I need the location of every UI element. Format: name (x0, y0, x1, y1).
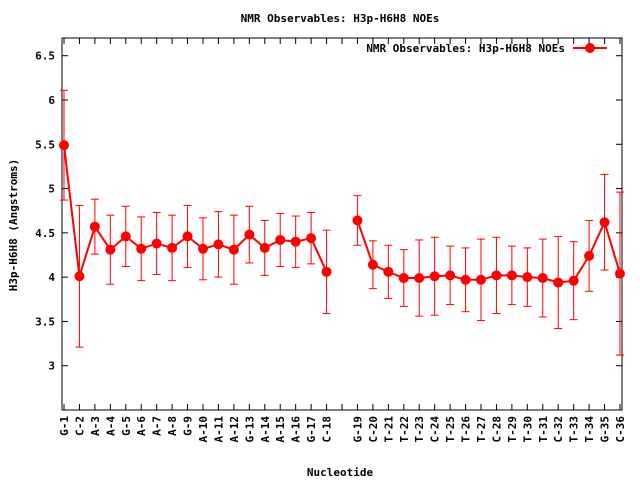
data-point (89, 221, 100, 232)
x-tick-label: C-28 (490, 416, 503, 443)
x-tick-label: C-32 (552, 416, 565, 443)
y-tick-label: 4 (48, 271, 55, 284)
data-point (306, 233, 317, 244)
data-point (398, 273, 409, 284)
data-point (198, 243, 208, 254)
data-point (228, 244, 239, 255)
data-point (352, 215, 363, 226)
data-point (506, 270, 517, 281)
series-line (63, 145, 328, 277)
x-tick-label: T-25 (444, 416, 457, 443)
x-tick-label: T-34 (583, 416, 596, 443)
y-tick-label: 5 (48, 183, 55, 196)
y-tick-label: 3.5 (35, 315, 55, 328)
data-point (59, 140, 69, 151)
data-point (120, 231, 131, 242)
y-tick-label: 6 (48, 94, 55, 107)
x-tick-label: G-35 (599, 416, 612, 443)
series-line (356, 219, 621, 284)
series (59, 89, 625, 356)
x-tick-label: T-30 (521, 416, 534, 443)
data-point (105, 244, 116, 255)
data-point (429, 271, 440, 282)
data-point (553, 277, 564, 288)
data-point (460, 274, 471, 285)
data-point (476, 274, 486, 285)
data-point (491, 270, 502, 281)
x-tick-label: T-29 (506, 416, 519, 443)
y-axis: 3 3.5 4 4.5 5 5.5 6 6.5 (35, 50, 622, 373)
data-point (568, 275, 579, 286)
x-tick-label: C-20 (367, 416, 380, 443)
data-point (182, 231, 193, 242)
x-tick-label: A-16 (290, 416, 303, 443)
x-tick-label: T-31 (537, 416, 550, 443)
data-point (321, 266, 332, 277)
plot-frame (61, 37, 623, 411)
x-tick-label: T-26 (460, 416, 473, 443)
data-point (522, 272, 533, 283)
x-tick-label: A-12 (228, 416, 241, 443)
x-tick-label: T-23 (413, 416, 426, 443)
data-point (367, 259, 378, 270)
legend-label: NMR Observables: H3p-H6H8 NOEs (366, 42, 565, 55)
data-point (74, 271, 85, 282)
x-tick-label: G-17 (305, 416, 318, 443)
x-tick-label: T-22 (398, 416, 411, 443)
data-point (383, 266, 394, 277)
x-tick-label: A-7 (151, 416, 164, 436)
data-point (213, 239, 224, 250)
x-tick-label: A-8 (166, 416, 179, 436)
data-point (275, 234, 286, 245)
x-tick-label: A-6 (135, 416, 148, 436)
data-point (414, 273, 425, 284)
y-tick-label: 3 (48, 360, 55, 373)
x-tick-label: G-1 (58, 416, 71, 436)
data-point (259, 242, 270, 253)
chart-title: NMR Observables: H3p-H6H8 NOEs (241, 12, 440, 25)
y-tick-label: 5.5 (35, 138, 55, 151)
legend: NMR Observables: H3p-H6H8 NOEs (366, 42, 607, 55)
data-point (151, 238, 162, 249)
x-tick-label: T-21 (382, 416, 395, 443)
x-tick-label: C-18 (321, 416, 334, 443)
x-tick-label: T-27 (475, 416, 488, 443)
data-point (537, 273, 548, 284)
x-axis: G-1 C-2 A-3 A-4 G-5 A-6 A-7 A-8 G-9 A-10 A-11 A-12 G… (58, 38, 627, 443)
y-tick-label: 6.5 (35, 50, 55, 63)
data-point (599, 217, 610, 228)
x-tick-label: G-19 (351, 416, 364, 443)
x-tick-label: C-24 (429, 416, 442, 443)
x-tick-label: A-14 (259, 416, 272, 443)
x-tick-label: A-4 (104, 416, 117, 436)
data-point (584, 250, 595, 261)
x-tick-label: A-11 (212, 416, 225, 443)
x-tick-label: G-5 (120, 416, 133, 436)
data-point (290, 236, 301, 247)
legend-marker-swatch (585, 43, 595, 53)
data-point (615, 268, 625, 279)
data-point (167, 242, 178, 253)
x-tick-label: A-10 (197, 416, 210, 443)
x-tick-label: T-33 (568, 416, 581, 443)
data-point (136, 243, 147, 254)
x-tick-label: A-15 (274, 416, 287, 443)
x-tick-label: C-36 (614, 416, 627, 443)
x-tick-label: G-9 (182, 416, 195, 436)
data-point (244, 229, 255, 240)
x-tick-label: A-3 (89, 416, 102, 436)
data-point (445, 270, 456, 281)
x-tick-label: G-13 (243, 416, 256, 443)
x-axis-label: Nucleotide (307, 466, 374, 479)
x-tick-label: C-2 (73, 416, 86, 436)
y-axis-label: H3p-H6H8 (Angstroms) (7, 159, 20, 291)
y-tick-label: 4.5 (35, 227, 55, 240)
